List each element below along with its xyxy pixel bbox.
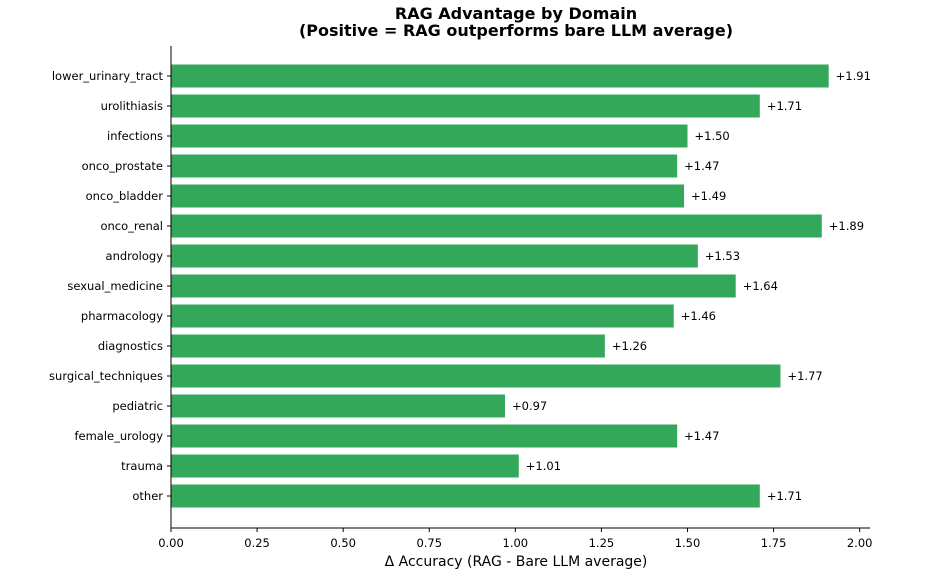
data-label-infections: +1.50 <box>695 129 730 143</box>
data-label-sexual_medicine: +1.64 <box>743 279 778 293</box>
bar-andrology <box>171 244 698 268</box>
y-tick-label-onco_bladder: onco_bladder <box>86 189 164 203</box>
bar-female_urology <box>171 424 678 448</box>
bar-onco_bladder <box>171 184 685 208</box>
y-tick-label-diagnostics: diagnostics <box>98 339 163 353</box>
y-tick-label-onco_prostate: onco_prostate <box>82 159 163 173</box>
x-tick-label: 1.00 <box>503 536 529 550</box>
x-tick-label: 0.00 <box>158 536 184 550</box>
data-label-female_urology: +1.47 <box>684 429 719 443</box>
bar-trauma <box>171 454 519 478</box>
bar-infections <box>171 124 688 148</box>
data-label-onco_renal: +1.89 <box>829 219 864 233</box>
x-tick-label: 1.50 <box>675 536 701 550</box>
x-tick-label: 2.00 <box>847 536 873 550</box>
x-tick-label: 1.75 <box>761 536 787 550</box>
chart-subtitle: (Positive = RAG outperforms bare LLM ave… <box>299 21 733 40</box>
y-tick-label-sexual_medicine: sexual_medicine <box>67 279 163 293</box>
bar-other <box>171 484 760 508</box>
bar-urolithiasis <box>171 94 760 118</box>
x-ticks: 0.00 0.25 0.50 0.75 1.00 1.25 1.50 1.75 2.00 <box>158 528 872 550</box>
data-label-surgical_techniques: +1.77 <box>787 369 822 383</box>
bar-pharmacology <box>171 304 674 328</box>
chart-title: RAG Advantage by Domain <box>395 4 637 23</box>
data-label-diagnostics: +1.26 <box>612 339 647 353</box>
x-tick-label: 0.25 <box>244 536 270 550</box>
bar-sexual_medicine <box>171 274 736 298</box>
data-label-andrology: +1.53 <box>705 249 740 263</box>
bars-layer: +1.91 +1.71 +1.50 +1.47 +1.49 +1.89 +1.53 +1.64… <box>171 64 871 508</box>
y-tick-label-andrology: andrology <box>106 249 164 263</box>
x-tick-label: 0.75 <box>416 536 442 550</box>
y-tick-label-infections: infections <box>107 129 163 143</box>
data-label-onco_bladder: +1.49 <box>691 189 726 203</box>
y-tick-label-pediatric: pediatric <box>112 399 163 413</box>
data-label-pediatric: +0.97 <box>512 399 547 413</box>
y-tick-label-surgical_techniques: surgical_techniques <box>49 369 163 383</box>
y-tick-label-urolithiasis: urolithiasis <box>101 99 163 113</box>
x-axis-label: Δ Accuracy (RAG - Bare LLM average) <box>385 554 648 570</box>
y-tick-label-lower_urinary_tract: lower_urinary_tract <box>52 69 164 83</box>
bar-surgical_techniques <box>171 364 781 388</box>
y-tick-label-pharmacology: pharmacology <box>81 309 163 323</box>
y-tick-label-onco_renal: onco_renal <box>100 219 163 233</box>
y-tick-labels: lower_urinary_tract urolithiasis infection… <box>49 69 171 503</box>
y-tick-label-female_urology: female_urology <box>74 429 163 443</box>
bar-onco_prostate <box>171 154 678 178</box>
data-label-lower_urinary_tract: +1.91 <box>836 69 871 83</box>
data-label-urolithiasis: +1.71 <box>767 99 802 113</box>
data-label-pharmacology: +1.46 <box>681 309 716 323</box>
bar-lower_urinary_tract <box>171 64 829 88</box>
data-label-trauma: +1.01 <box>526 459 561 473</box>
y-tick-label-trauma: trauma <box>121 459 163 473</box>
bar-pediatric <box>171 394 506 418</box>
y-tick-label-other: other <box>132 489 163 503</box>
data-label-onco_prostate: +1.47 <box>684 159 719 173</box>
x-tick-label: 0.50 <box>330 536 356 550</box>
bar-diagnostics <box>171 334 605 358</box>
data-label-other: +1.71 <box>767 489 802 503</box>
x-tick-label: 1.25 <box>589 536 615 550</box>
bar-onco_renal <box>171 214 822 238</box>
